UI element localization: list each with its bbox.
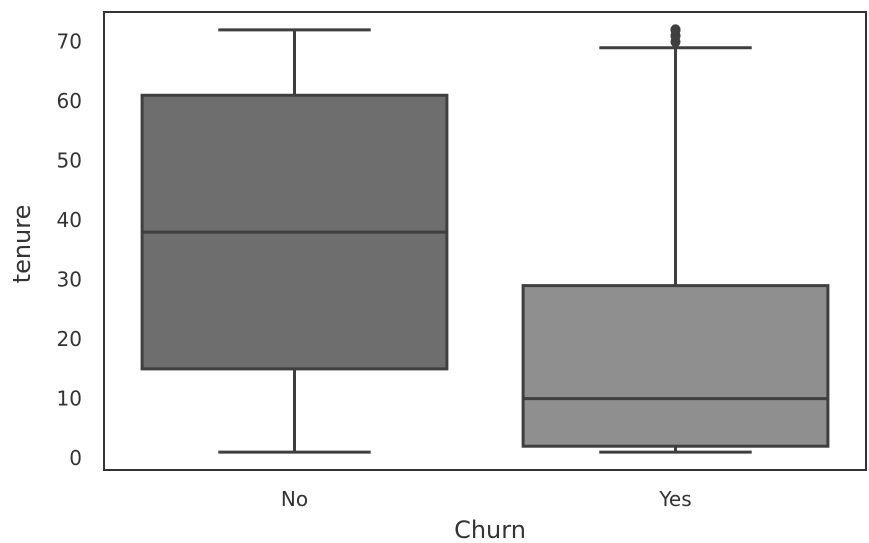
y-tick-label-30: 30 bbox=[57, 268, 82, 292]
y-axis-label: tenure bbox=[8, 205, 36, 284]
y-tick-label-10: 10 bbox=[57, 387, 82, 411]
y-tick-label-0: 0 bbox=[69, 446, 82, 470]
y-tick-label-20: 20 bbox=[57, 327, 82, 351]
box-yes bbox=[521, 284, 830, 448]
box-group-no bbox=[140, 28, 449, 454]
x-axis-label: Churn bbox=[454, 516, 526, 543]
y-ticks: 0 10 20 30 40 50 60 70 bbox=[57, 30, 82, 470]
x-tick-label-no: No bbox=[281, 487, 308, 511]
y-tick-label-60: 60 bbox=[57, 89, 82, 113]
outlier-yes-4 bbox=[670, 24, 681, 36]
x-tick-label-yes: Yes bbox=[658, 487, 691, 511]
y-tick-label-50: 50 bbox=[57, 149, 82, 173]
y-tick-label-40: 40 bbox=[57, 208, 82, 232]
y-tick-label-70: 70 bbox=[57, 30, 82, 54]
x-ticks: No Yes bbox=[281, 487, 692, 511]
plot-frame bbox=[103, 11, 867, 471]
boxes-layer bbox=[140, 24, 830, 454]
box-group-yes bbox=[521, 24, 830, 454]
